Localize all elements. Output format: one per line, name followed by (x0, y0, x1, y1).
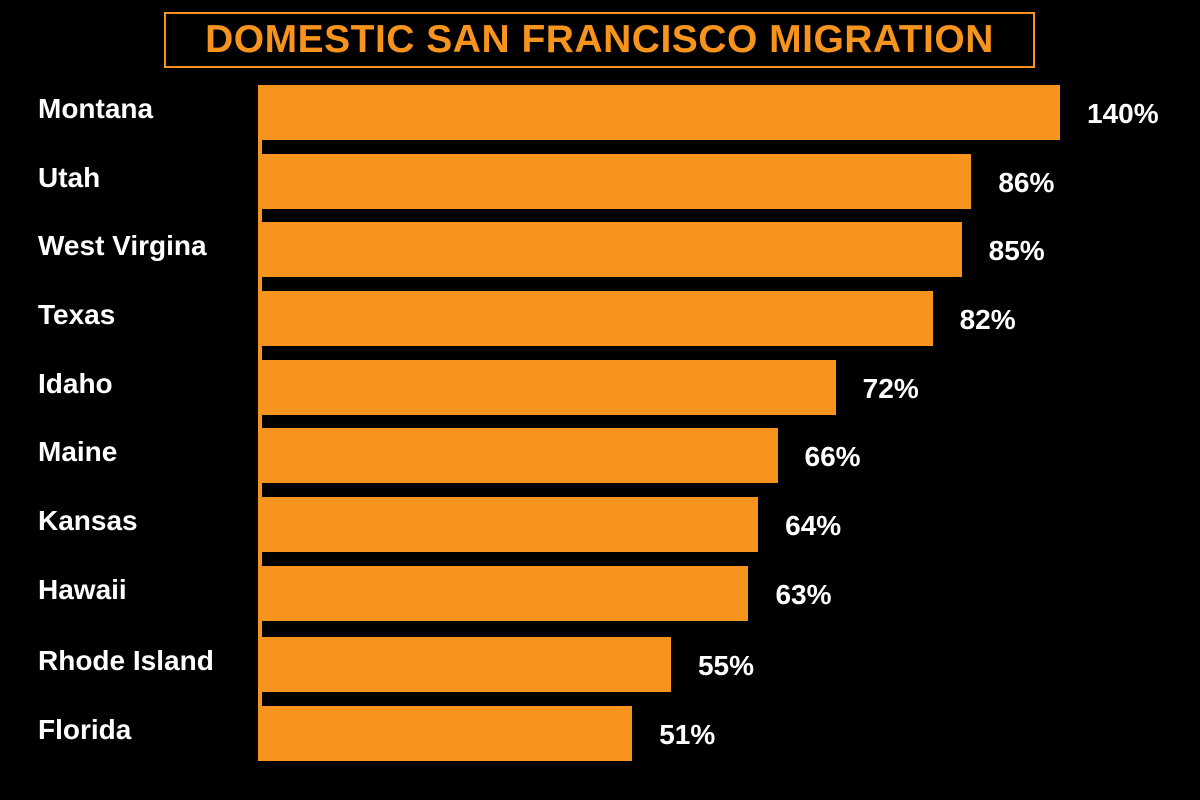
bar-west-virgina (258, 222, 962, 277)
category-label: Utah (38, 162, 101, 193)
category-label: Idaho (38, 368, 113, 399)
chart-title: DOMESTIC SAN FRANCISCO MIGRATION (205, 18, 994, 61)
value-label: 66% (804, 441, 861, 472)
category-label: Rhode Island (38, 645, 214, 676)
value-label: 55% (697, 650, 754, 681)
bar-florida (258, 706, 633, 761)
category-label: Texas (38, 299, 116, 330)
value-label: 140% (1087, 98, 1159, 129)
chart-title-box: DOMESTIC SAN FRANCISCO MIGRATION (164, 12, 1035, 68)
category-label: Kansas (38, 505, 138, 536)
bar-utah (258, 154, 972, 209)
value-label: 64% (785, 510, 842, 541)
category-label: Hawaii (38, 574, 127, 605)
bar-rhode-island (258, 637, 671, 692)
bar-idaho (258, 360, 836, 415)
bar-kansas (258, 497, 759, 552)
bar-hawaii (258, 566, 749, 621)
value-label: 86% (998, 167, 1055, 198)
category-label: Montana (38, 93, 154, 124)
value-label: 82% (959, 304, 1016, 335)
category-label: Maine (38, 436, 118, 467)
category-label: West Virgina (38, 230, 207, 261)
value-label: 51% (659, 719, 716, 750)
category-label: Florida (38, 714, 132, 745)
bar-maine (258, 428, 778, 483)
y-axis-line (258, 85, 262, 761)
value-label: 63% (775, 579, 832, 610)
value-label: 85% (988, 235, 1045, 266)
value-label: 72% (862, 373, 919, 404)
bar-texas (258, 291, 933, 346)
bar-montana (258, 85, 1060, 140)
